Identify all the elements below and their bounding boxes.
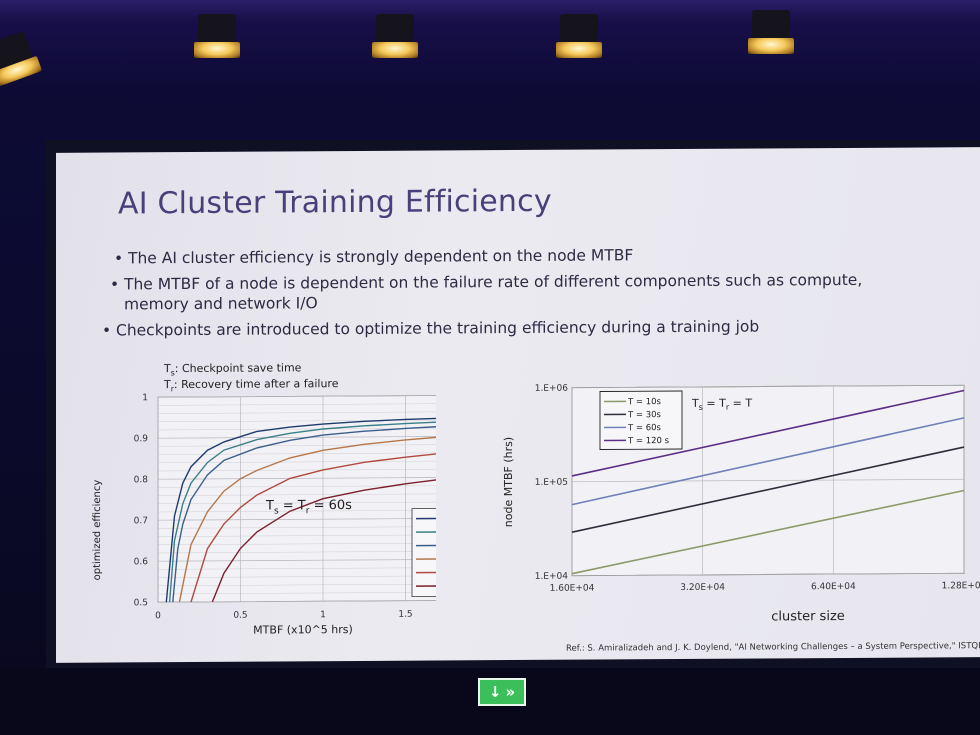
series-line xyxy=(165,415,436,603)
stage-spotlight xyxy=(748,10,794,54)
x-tick-label: 1.5 xyxy=(398,610,412,620)
stage-spotlight xyxy=(372,14,418,58)
note-recovery-time: Tr: Recovery time after a failure xyxy=(163,377,339,393)
y-tick-label: 0.6 xyxy=(134,557,149,567)
y-tick-label: 0.5 xyxy=(134,598,148,608)
efficiency-chart: 00.511.520.50.60.70.80.91K = 16000K = 24… xyxy=(92,361,436,637)
legend-label: T = 10s xyxy=(627,397,662,407)
series-line xyxy=(172,423,436,603)
running-man-icon: » xyxy=(505,682,516,701)
y-tick-label: 1.E+06 xyxy=(535,384,569,394)
annotation-text: Ts = Tr = 60s xyxy=(265,498,352,517)
bullet-text: The MTBF of a node is dependent on the f… xyxy=(124,270,863,294)
series-line xyxy=(190,448,436,603)
bullet-text: The AI cluster efficiency is strongly de… xyxy=(128,246,634,268)
series-line xyxy=(168,419,436,603)
legend-box xyxy=(411,507,436,598)
projected-slide: AI Cluster Training Efficiency • The AI c… xyxy=(56,147,980,663)
note-checkpoint-save: Ts: Checkpoint save time xyxy=(163,361,302,377)
gridline xyxy=(158,476,436,480)
gridline xyxy=(158,394,436,398)
y-tick-label: 1.E+04 xyxy=(535,572,569,582)
gridline xyxy=(158,435,436,439)
x-tick-label: 3.20E+04 xyxy=(680,583,725,593)
mtbf-chart: 1.60E+04 3.20E+04 6.40E+04 1.28E+05 1.E+04 1.… xyxy=(502,384,980,625)
x-tick-label: 1.60E+04 xyxy=(550,584,595,594)
stage-spotlight xyxy=(556,14,602,58)
x-tick-label: 0.5 xyxy=(233,611,247,621)
series-line xyxy=(178,432,436,603)
gridline xyxy=(572,478,964,483)
bullet-text: Checkpoints are introduced to optimize t… xyxy=(116,317,760,340)
bullet-item: • The MTBF of a node is dependent on the … xyxy=(110,270,863,294)
y-tick-label: 1 xyxy=(142,393,148,403)
series-line xyxy=(211,473,436,603)
y-tick-label: 1.E+05 xyxy=(535,478,568,488)
bullet-item: • The AI cluster efficiency is strongly d… xyxy=(114,246,634,268)
legend-label: T = 120 s xyxy=(627,436,670,446)
down-arrow-icon: ↓ xyxy=(488,682,502,701)
legend-label: T = 60s xyxy=(627,423,662,433)
reference-citation: Ref.: S. Amiralizadeh and J. K. Doylend,… xyxy=(566,640,980,654)
slide-title: AI Cluster Training Efficiency xyxy=(118,183,552,222)
stage-spotlight xyxy=(194,14,240,58)
y-tick-label: 0.9 xyxy=(134,434,149,444)
y-tick-label: 0.8 xyxy=(134,475,149,485)
bullet-continuation: memory and network I/O xyxy=(124,294,318,314)
legend-label: T = 30s xyxy=(627,410,662,420)
lighting-truss xyxy=(0,0,980,22)
gridline xyxy=(572,384,964,389)
series-line xyxy=(571,389,965,477)
x-tick-label: 0 xyxy=(155,611,161,621)
series-line xyxy=(571,417,965,506)
y-tick-label: 0.7 xyxy=(134,516,148,526)
gridline xyxy=(572,572,964,577)
x-axis-label: MTBF (x10^5 hrs) xyxy=(253,623,353,637)
series-line xyxy=(571,446,965,533)
y-axis-label: optimized efficiency xyxy=(92,480,103,581)
series-line xyxy=(571,489,965,575)
x-tick-label: 1.28E+05 xyxy=(942,581,980,591)
annotation-text: Ts = Tr = T xyxy=(691,397,752,412)
x-axis-label: cluster size xyxy=(771,609,845,624)
legend-box xyxy=(599,390,683,450)
y-axis-label: node MTBF (hrs) xyxy=(502,437,515,527)
x-tick-label: 6.40E+04 xyxy=(811,582,856,592)
x-tick-label: 1 xyxy=(320,610,326,620)
bullet-item: • Checkpoints are introduced to optimize … xyxy=(102,317,760,340)
emergency-exit-sign: ↓ » xyxy=(478,678,526,706)
